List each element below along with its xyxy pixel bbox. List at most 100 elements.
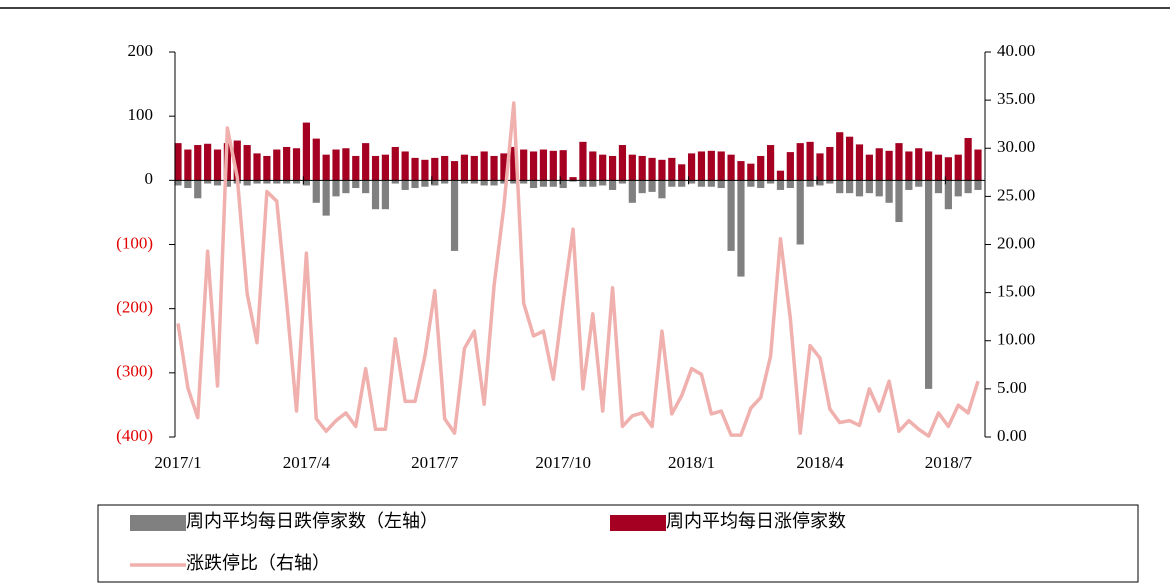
bar (776, 180, 785, 190)
bar (826, 180, 834, 184)
bar (450, 180, 459, 251)
x-tick-label: 2018/7 (925, 453, 973, 472)
legend-swatch (130, 515, 186, 531)
bar (253, 153, 261, 181)
bar (668, 180, 676, 187)
bar (371, 155, 380, 181)
bar (253, 180, 261, 184)
bar (934, 180, 943, 194)
bar (806, 141, 814, 181)
y-tick-label: 200 (128, 41, 154, 60)
bar (559, 150, 567, 181)
bar (529, 151, 538, 181)
bar (885, 180, 893, 203)
bar (846, 180, 854, 194)
bar (273, 180, 281, 184)
x-tick-label: 2018/1 (668, 453, 715, 472)
legend-box (97, 504, 1139, 583)
bar (441, 155, 449, 181)
bar (490, 180, 498, 186)
y2-tick-label: 15.00 (997, 282, 1035, 301)
bar (786, 180, 794, 189)
bar (421, 180, 429, 187)
bar (223, 180, 231, 187)
bar (292, 180, 301, 184)
bar (905, 151, 913, 181)
bar (243, 180, 251, 186)
bar (549, 150, 557, 181)
bar (648, 180, 656, 192)
bar (658, 180, 666, 199)
bar (401, 151, 409, 181)
bar (194, 145, 202, 181)
bar (391, 180, 399, 184)
bar (283, 146, 291, 181)
bar (618, 145, 627, 181)
bar (964, 137, 972, 181)
bar (401, 180, 409, 190)
y2-tick-label: 25.00 (997, 185, 1035, 204)
bar (312, 138, 320, 181)
bar (470, 155, 478, 181)
bar (865, 154, 873, 181)
bar (529, 180, 538, 189)
bar (539, 180, 548, 187)
bar (450, 161, 459, 181)
bar (658, 159, 666, 181)
bar (806, 180, 814, 187)
bar (174, 180, 182, 186)
bar (944, 157, 952, 181)
bar (431, 180, 439, 186)
bar (381, 180, 390, 210)
bar (273, 149, 281, 181)
bar (470, 180, 478, 184)
bar (579, 180, 587, 187)
bar (915, 148, 923, 181)
y-tick-label: (100) (116, 233, 153, 252)
bar (776, 170, 785, 181)
bar (243, 145, 251, 181)
bar (302, 122, 310, 181)
bar (737, 161, 745, 181)
bar (322, 154, 330, 181)
y2-tick-label: 0.00 (997, 426, 1027, 445)
bar (836, 180, 844, 194)
bar (460, 154, 469, 181)
bar (292, 148, 301, 181)
bar (539, 149, 548, 181)
bar (431, 157, 439, 181)
bar (204, 180, 212, 184)
x-tick-label: 2017/4 (283, 453, 331, 472)
bar (213, 149, 222, 181)
bar (875, 148, 883, 181)
y2-tick-label: 40.00 (997, 41, 1035, 60)
bar (895, 143, 903, 181)
bar (816, 180, 824, 186)
bar (362, 143, 370, 181)
bar (381, 154, 390, 181)
y-tick-label: (200) (116, 298, 153, 317)
bar (589, 151, 597, 181)
bar (599, 154, 607, 181)
bar (717, 151, 725, 181)
bar (391, 146, 399, 181)
x-tick-label: 2017/1 (154, 453, 201, 472)
bar (954, 180, 962, 197)
bar (480, 151, 488, 181)
bar (194, 180, 202, 199)
bar (974, 149, 982, 181)
bar (786, 152, 794, 181)
bar (342, 180, 350, 194)
legend-label: 周内平均每日跌停家数（左轴） (186, 511, 438, 531)
bar (589, 180, 597, 187)
bar (638, 180, 646, 194)
legend-label: 周内平均每日涨停家数 (666, 511, 846, 531)
bar (727, 180, 735, 251)
y-tick-label: 100 (128, 105, 154, 124)
bar (352, 155, 360, 181)
bar (500, 180, 508, 184)
bar (648, 157, 656, 181)
bar (826, 146, 834, 181)
